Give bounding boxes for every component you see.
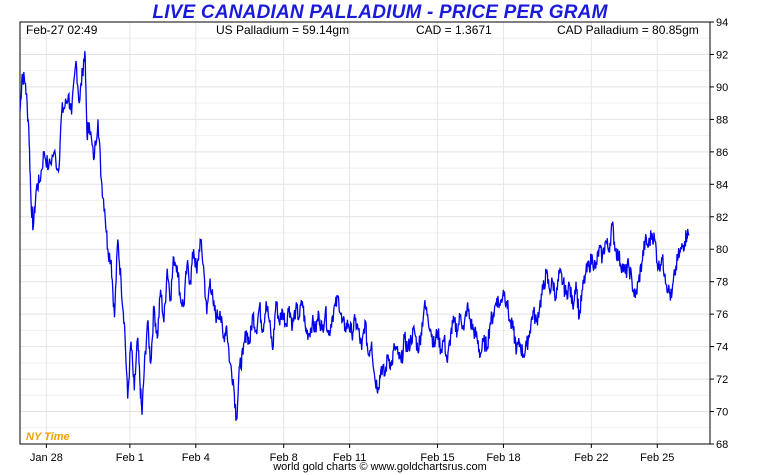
y-tick-label: 90 (716, 82, 728, 94)
chart-grid (20, 21, 710, 445)
x-tick-label: Feb 1 (116, 452, 144, 464)
palladium-price-line (19, 51, 690, 422)
y-tick-label: 94 (716, 17, 728, 29)
y-tick-label: 74 (716, 342, 728, 354)
x-tick-label: Jan 28 (30, 452, 63, 464)
y-tick-label: 82 (716, 212, 728, 224)
cad-exchange-rate: CAD = 1.3671 (416, 23, 492, 37)
x-tick-label: Feb 25 (640, 452, 674, 464)
y-tick-label: 92 (716, 49, 728, 61)
y-tick-label: 70 (716, 407, 728, 419)
timestamp: Feb-27 02:49 (26, 23, 98, 37)
footer-credit: world gold charts © www.goldchartsrus.co… (273, 461, 487, 473)
x-tick-label: Feb 8 (270, 452, 298, 464)
y-tick-label: 88 (716, 114, 728, 126)
us-palladium-price: US Palladium = 59.14gm (216, 23, 350, 37)
timezone-label: NY Time (26, 431, 70, 443)
y-tick-label: 84 (716, 179, 728, 191)
y-tick-label: 78 (716, 277, 728, 289)
y-axis: 68 70 72 74 76 78 80 82 84 86 88 90 92 94 (710, 17, 728, 451)
y-tick-label: 86 (716, 147, 728, 159)
y-tick-label: 76 (716, 309, 728, 321)
cad-palladium-price: CAD Palladium = 80.85gm (557, 23, 699, 37)
x-tick-label: Feb 15 (420, 452, 454, 464)
x-tick-label: Feb 18 (486, 452, 520, 464)
x-tick-label: Feb 11 (333, 452, 366, 464)
plot-frame (19, 21, 711, 445)
y-tick-label: 68 (716, 439, 728, 451)
chart-title: LIVE CANADIAN PALLADIUM - PRICE PER GRAM (152, 2, 608, 23)
x-tick-label: Feb 4 (182, 452, 210, 464)
x-tick-label: Feb 22 (574, 452, 608, 464)
x-axis: Jan 28 Feb 1 Feb 4 Feb 8 Feb 11 Feb 15 Feb 18 F… (30, 444, 674, 464)
y-tick-label: 80 (716, 244, 728, 256)
y-tick-label: 72 (716, 374, 728, 386)
